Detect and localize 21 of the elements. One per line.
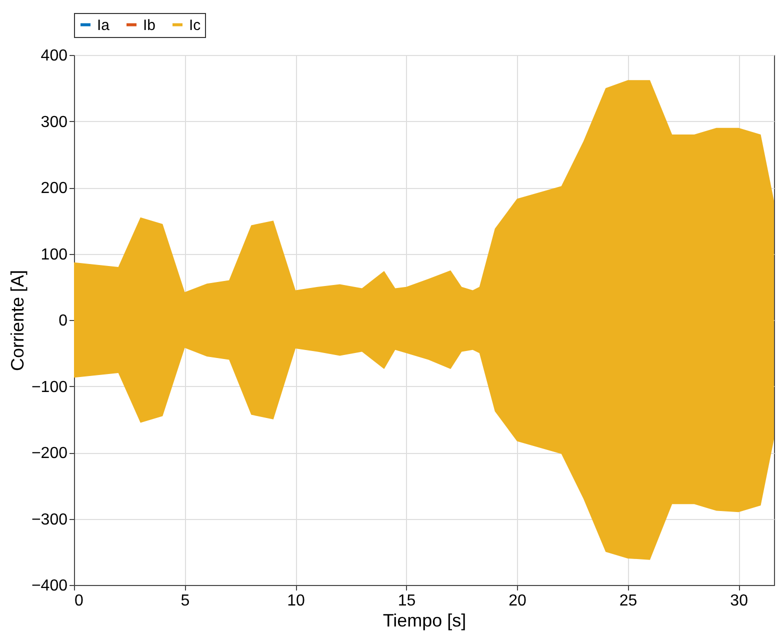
y-tick-label: 400 [40,48,68,64]
y-tick-label: −300 [31,511,68,528]
y-tick-label: 0 [58,312,68,330]
y-tick-label: 300 [40,114,68,131]
x-tick-label: 20 [508,592,527,610]
legend-label: Ic [189,16,202,34]
x-tick-label: 5 [180,592,190,610]
y-tick-label: 200 [40,180,68,197]
x-tick-label: 0 [74,592,84,610]
x-axis-title: Tiempo [s] [382,610,466,630]
x-tick-label: 15 [398,592,416,610]
x-tick-label: 10 [287,592,306,610]
x-tick-label: 30 [730,592,748,610]
x-tick-label: 25 [619,592,638,610]
y-axis-title: Corriente [A] [7,270,28,372]
y-tick-label: 100 [40,246,68,264]
legend-label: Ib [143,16,156,34]
y-tick-label: −100 [31,378,68,396]
y-tick-label: −400 [31,578,68,594]
legend-label: Ia [97,16,110,34]
y-tick-label: −200 [31,445,68,462]
